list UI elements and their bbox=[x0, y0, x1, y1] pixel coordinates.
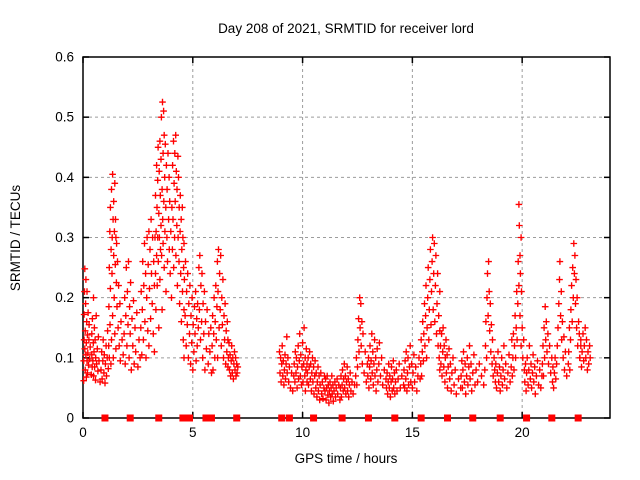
epoch-marker-square bbox=[444, 414, 452, 422]
x-tick-label: 5 bbox=[189, 425, 197, 440]
x-tick-label: 10 bbox=[295, 425, 310, 440]
epoch-marker-square bbox=[417, 414, 425, 422]
y-tick-label: 0.5 bbox=[55, 110, 74, 125]
y-tick-label: 0.2 bbox=[55, 290, 74, 305]
epoch-marker-square bbox=[185, 414, 193, 422]
epoch-marker-square bbox=[101, 414, 109, 422]
y-axis-label: SRMTID / TECUs bbox=[8, 185, 23, 292]
y-tick-label: 0.6 bbox=[55, 50, 74, 65]
data-points-plus-markers bbox=[80, 98, 594, 407]
epoch-marker-square bbox=[126, 414, 134, 422]
epoch-marker-square bbox=[469, 414, 477, 422]
epoch-marker-square bbox=[278, 414, 286, 422]
epoch-marker-square bbox=[338, 414, 346, 422]
epoch-marker-square bbox=[285, 414, 293, 422]
epoch-marker-square bbox=[155, 414, 163, 422]
epoch-marker-square bbox=[233, 414, 241, 422]
epoch-marker-square bbox=[574, 414, 582, 422]
y-tick-label: 0.3 bbox=[55, 230, 74, 245]
y-tick-label: 0.1 bbox=[55, 350, 74, 365]
epoch-marker-square bbox=[202, 414, 210, 422]
chart-title: Day 208 of 2021, SRMTID for receiver lor… bbox=[218, 21, 474, 36]
epoch-marker-square bbox=[207, 414, 215, 422]
epoch-marker-square bbox=[310, 414, 318, 422]
epoch-marker-square bbox=[496, 414, 504, 422]
x-tick-label: 15 bbox=[405, 425, 420, 440]
x-axis-label: GPS time / hours bbox=[295, 451, 398, 466]
y-tick-label: 0.4 bbox=[55, 170, 74, 185]
epoch-marker-square bbox=[548, 414, 556, 422]
chart-layer: 0 5 10 15 20 0 0.1 0.2 0.3 0.4 0.5 0.6 bbox=[55, 50, 611, 440]
x-tick-label: 0 bbox=[79, 425, 87, 440]
x-tick-label: 20 bbox=[515, 425, 530, 440]
y-tick-label: 0 bbox=[66, 411, 74, 426]
epoch-marker-square bbox=[364, 414, 372, 422]
epoch-marker-square bbox=[391, 414, 399, 422]
epoch-marker-square bbox=[523, 414, 531, 422]
